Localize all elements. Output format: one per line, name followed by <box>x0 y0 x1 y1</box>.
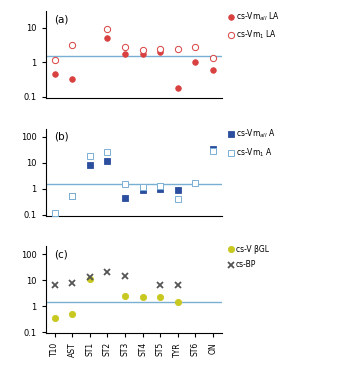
Legend: cs-Vm$_{all}$ LA, cs-Vm$_1$ LA: cs-Vm$_{all}$ LA, cs-Vm$_1$ LA <box>225 7 283 44</box>
Text: (a): (a) <box>55 14 69 24</box>
Text: (b): (b) <box>55 131 69 142</box>
Text: (c): (c) <box>55 249 68 259</box>
Legend: cs-Vm$_{all}$ A, cs-Vm$_1$ A: cs-Vm$_{all}$ A, cs-Vm$_1$ A <box>225 124 279 162</box>
Legend: cs-V βGL, cs-BP: cs-V βGL, cs-BP <box>225 242 272 272</box>
